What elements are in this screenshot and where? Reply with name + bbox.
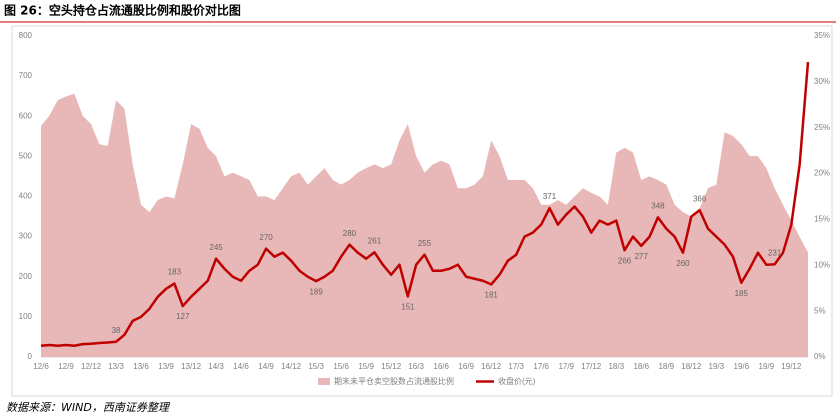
y2-tick-label: 15% [814, 215, 830, 224]
x-tick-label: 13/12 [181, 362, 202, 371]
x-tick-label: 16/3 [408, 362, 424, 371]
x-tick-label: 14/12 [281, 362, 302, 371]
x-tick-label: 15/6 [333, 362, 349, 371]
value-label: 261 [368, 236, 382, 245]
value-label: 38 [112, 326, 121, 335]
x-tick-label: 17/6 [533, 362, 549, 371]
y2-tick-label: 20% [814, 169, 830, 178]
value-label: 151 [401, 303, 415, 312]
value-label: 266 [618, 256, 632, 265]
x-tick-label: 14/3 [208, 362, 224, 371]
y2-tick-label: 0% [814, 352, 826, 361]
x-tick-label: 15/12 [381, 362, 402, 371]
x-tick-label: 13/3 [108, 362, 124, 371]
legend-label: 收盘价(元) [498, 376, 536, 386]
value-label: 277 [635, 252, 649, 261]
y-tick-label: 100 [19, 312, 33, 321]
x-tick-label: 19/12 [781, 362, 802, 371]
value-label: 280 [343, 229, 357, 238]
x-tick-label: 19/3 [709, 362, 725, 371]
value-label: 366 [693, 194, 707, 203]
value-label: 185 [735, 289, 749, 298]
y2-tick-label: 25% [814, 123, 830, 132]
value-label: 181 [485, 290, 499, 299]
x-tick-label: 19/9 [759, 362, 775, 371]
y-tick-label: 300 [19, 232, 33, 241]
y-tick-label: 600 [19, 111, 33, 120]
x-tick-label: 13/9 [158, 362, 174, 371]
y-tick-label: 500 [19, 151, 33, 160]
x-tick-label: 12/9 [58, 362, 74, 371]
y-tick-label: 800 [19, 31, 33, 40]
value-label: 371 [543, 192, 557, 201]
y-tick-label: 400 [19, 192, 33, 201]
source-note: 数据来源：WIND，西南证券整理 [6, 401, 171, 414]
x-tick-label: 12/6 [33, 362, 49, 371]
x-tick-label: 15/3 [308, 362, 324, 371]
x-tick-label: 18/3 [608, 362, 624, 371]
value-label: 127 [176, 312, 190, 321]
value-label: 231 [768, 248, 782, 257]
y2-tick-label: 10% [814, 260, 830, 269]
y2-tick-label: 35% [814, 31, 830, 40]
x-tick-label: 16/6 [433, 362, 449, 371]
x-tick-label: 16/12 [481, 362, 502, 371]
area [41, 93, 808, 357]
x-tick-label: 16/9 [458, 362, 474, 371]
x-tick-label: 17/9 [558, 362, 574, 371]
y-tick-label: 700 [19, 71, 33, 80]
x-tick-label: 14/9 [258, 362, 274, 371]
x-tick-label: 18/12 [681, 362, 702, 371]
x-tick-label: 12/12 [81, 362, 102, 371]
y-tick-label: 0 [28, 352, 33, 361]
value-label: 348 [651, 201, 665, 210]
x-tick-label: 13/6 [133, 362, 149, 371]
y2-tick-label: 30% [814, 77, 830, 86]
y-tick-label: 200 [19, 272, 33, 281]
x-tick-label: 15/9 [358, 362, 374, 371]
chart-frame [11, 25, 833, 397]
legend-label: 期末未平仓卖空股数占流通股比例 [334, 376, 454, 386]
price-line [40, 61, 810, 348]
value-label: 189 [309, 287, 323, 296]
value-label: 245 [209, 243, 223, 252]
value-label: 260 [676, 259, 690, 268]
x-tick-label: 19/6 [734, 362, 750, 371]
x-tick-label: 17/3 [508, 362, 524, 371]
value-label: 270 [259, 233, 273, 242]
value-label: 183 [168, 268, 182, 277]
legend-swatch [318, 378, 330, 385]
x-tick-label: 14/6 [233, 362, 249, 371]
x-tick-label: 18/6 [633, 362, 649, 371]
y2-tick-label: 5% [814, 306, 826, 315]
value-label: 255 [418, 239, 432, 248]
chart-title: 图 26：空头持仓占流通股比例和股价对比图 [4, 3, 241, 18]
x-tick-label: 18/9 [658, 362, 674, 371]
x-tick-label: 17/12 [581, 362, 602, 371]
